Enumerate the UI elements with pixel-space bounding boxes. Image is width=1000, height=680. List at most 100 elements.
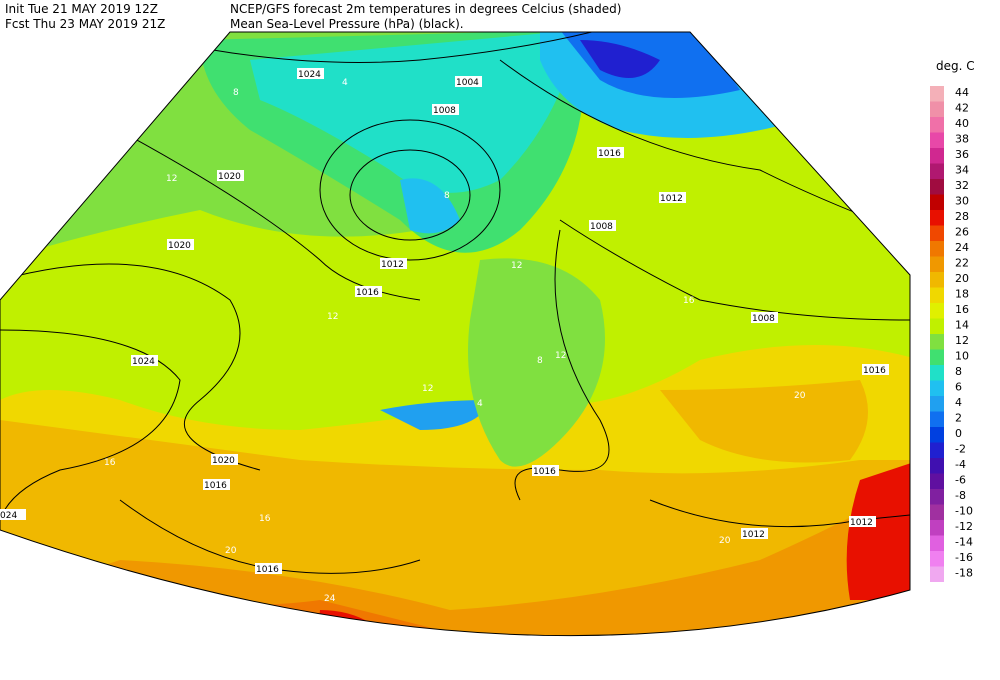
isobar-label-bg: [432, 104, 459, 115]
temperature-label: 12: [511, 261, 522, 271]
legend-swatch: [930, 86, 944, 102]
legend-level: -18: [955, 567, 973, 580]
temperature-label: 8: [537, 356, 543, 366]
legend-level: -10: [955, 505, 973, 518]
legend-swatch: [930, 287, 944, 303]
legend-level: 12: [955, 334, 969, 347]
legend-swatch: [930, 551, 944, 567]
legend-level: 10: [955, 350, 969, 363]
isobar-label-bg: [203, 479, 230, 490]
isobar-label: 1008: [752, 314, 775, 324]
legend-level: 2: [955, 412, 962, 425]
legend-level: -4: [955, 458, 966, 471]
legend-swatch: [930, 241, 944, 257]
isobar-label: 1016: [204, 481, 227, 491]
temperature-label: 12: [166, 174, 177, 184]
temperature-label: 20: [225, 546, 237, 556]
legend-swatch: [930, 117, 944, 133]
temperature-label: 12: [327, 312, 338, 322]
legend-swatch: [930, 535, 944, 551]
isobar-label: 1008: [433, 106, 456, 116]
legend-swatch: [930, 396, 944, 412]
legend-swatch: [930, 365, 944, 381]
isobar-label-bg: [255, 563, 282, 574]
legend-level: 14: [955, 319, 969, 332]
isobar-label: 024: [0, 511, 17, 521]
temperature-label: 8: [444, 191, 450, 201]
legend-level: 22: [955, 257, 969, 270]
isobar-label: 1008: [590, 222, 613, 232]
isobar-label-bg: [751, 312, 778, 323]
legend-level: -14: [955, 536, 973, 549]
temperature-label: 8: [233, 88, 239, 98]
isobar-label-bg: [597, 147, 624, 158]
isobar-label-bg: [167, 239, 194, 250]
temperature-label: 24: [324, 594, 336, 604]
legend-swatch: [930, 256, 944, 272]
legend-swatch: [930, 303, 944, 319]
map-labels: 1024 1020 1020 1024 1020 1016 024 1016 1008 1012 1…: [0, 68, 889, 644]
map-border: [0, 31, 911, 637]
isobar-label-bg: [0, 509, 26, 520]
isobar-label-bg: [217, 170, 244, 181]
isobar-label-bg: [532, 465, 559, 476]
legend-level: 30: [955, 195, 969, 208]
legend-swatch: [930, 132, 944, 148]
legend-level: 34: [955, 164, 969, 177]
isobar-label-bg: [455, 76, 482, 87]
isobar-label: 1016: [863, 366, 886, 376]
legend-level: 8: [955, 365, 962, 378]
isobar-label: 1016: [256, 565, 279, 575]
legend-swatch: [930, 318, 944, 334]
title-line-1: NCEP/GFS forecast 2m temperatures in deg…: [230, 2, 621, 16]
isobar-label-bg: [380, 258, 407, 269]
isobar-label: 1016: [533, 467, 556, 477]
legend-level: 4: [955, 396, 962, 409]
legend-swatch: [930, 101, 944, 117]
legend-level: -2: [955, 443, 966, 456]
legend-level: 6: [955, 381, 962, 394]
legend-level: -8: [955, 489, 966, 502]
temperature-label: 20: [129, 606, 141, 616]
isobar-label: 1020: [218, 172, 241, 182]
isobar-label: 1016: [356, 288, 379, 298]
isobar-label-bg: [211, 454, 238, 465]
isobar-label: 1016: [598, 149, 621, 159]
isobar-label: 1004: [456, 78, 479, 88]
legend-level: 24: [955, 241, 969, 254]
title-line-2: Mean Sea-Level Pressure (hPa) (black).: [230, 17, 464, 31]
legend-swatch: [930, 194, 944, 210]
legend-level: 26: [955, 226, 969, 239]
isobar-label-bg: [131, 355, 158, 366]
isobar-label: 1012: [742, 530, 765, 540]
fcst-label: Fcst Thu 23 MAY 2019 21Z: [5, 17, 165, 31]
legend-level: 28: [955, 210, 969, 223]
legend-swatch: [930, 148, 944, 164]
legend-swatch: [930, 334, 944, 350]
legend-level: 36: [955, 148, 969, 161]
temperature-label: 16: [259, 514, 271, 524]
legend-swatch: [930, 566, 944, 582]
legend-title: deg. C: [936, 59, 975, 73]
legend-level: -6: [955, 474, 966, 487]
isobar-label-bg: [741, 528, 768, 539]
legend-swatch: [930, 427, 944, 443]
isobar-label-bg: [297, 68, 324, 79]
isobar-label: 1024: [132, 357, 155, 367]
isobar-label: 1012: [850, 518, 873, 528]
isobar-label: 1020: [212, 456, 235, 466]
isobar-label: 1020: [168, 241, 191, 251]
legend-swatch: [930, 210, 944, 226]
isobar-label-bg: [659, 192, 686, 203]
legend-level: 18: [955, 288, 969, 301]
legend-swatch: [930, 442, 944, 458]
temperature-label: 24: [754, 623, 766, 633]
legend-level: 38: [955, 133, 969, 146]
isobar-label: 1012: [381, 260, 404, 270]
temperature-label: 12: [555, 351, 566, 361]
legend-swatch: [930, 473, 944, 489]
legend-swatch: [930, 163, 944, 179]
isobar-label-bg: [589, 220, 616, 231]
